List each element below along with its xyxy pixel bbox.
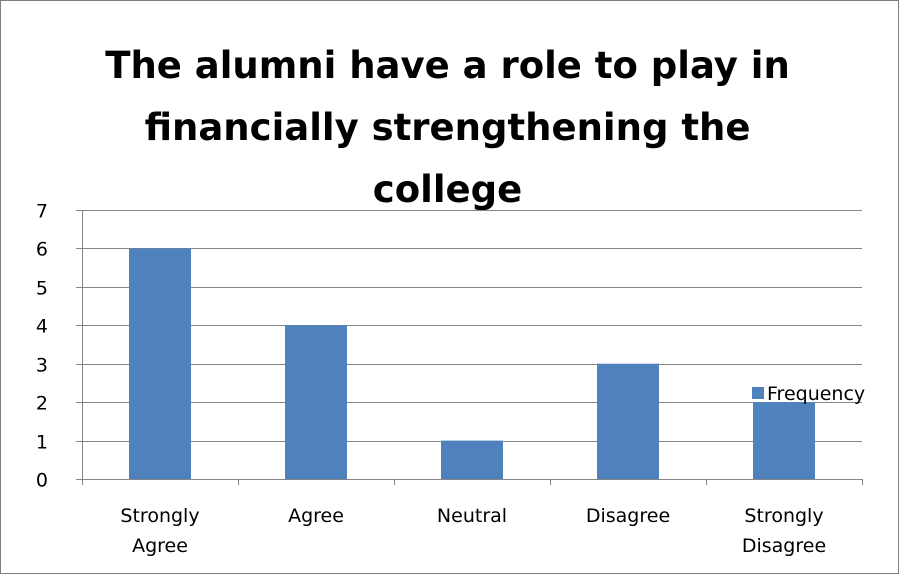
bar bbox=[441, 440, 503, 479]
axes bbox=[76, 210, 863, 485]
y-tick-label: 3 bbox=[36, 355, 48, 377]
y-tick-label: 4 bbox=[36, 316, 48, 338]
bar bbox=[129, 248, 191, 479]
bars bbox=[129, 248, 815, 479]
bar bbox=[753, 402, 815, 479]
chart-title-line-2: financially strengthening the bbox=[144, 106, 751, 149]
legend-label: Frequency bbox=[767, 383, 865, 405]
y-tick-label: 7 bbox=[36, 201, 48, 223]
bar bbox=[285, 325, 347, 479]
tick-labels: 0 1 2 3 4 5 6 7 Strongly Agree Agree Neutral Disagre… bbox=[36, 201, 826, 558]
y-tick-label: 0 bbox=[36, 470, 48, 492]
y-tick-label: 1 bbox=[36, 432, 48, 454]
x-tick-label: Agree bbox=[288, 505, 344, 527]
chart-title-line-1: The alumni have a role to play in bbox=[105, 44, 790, 87]
x-tick-label: Disagree bbox=[586, 505, 670, 527]
x-tick-label: Strongly Agree bbox=[120, 505, 199, 557]
bar bbox=[597, 363, 659, 479]
x-tick-label: Neutral bbox=[437, 505, 507, 527]
y-tick-label: 6 bbox=[36, 239, 48, 261]
x-tick-label: Strongly Disagree bbox=[742, 505, 826, 557]
legend-swatch bbox=[752, 387, 764, 399]
chart-title-line-3: college bbox=[372, 168, 523, 211]
y-tick-label: 2 bbox=[36, 393, 48, 415]
y-tick-label: 5 bbox=[36, 278, 48, 300]
legend: Frequency bbox=[752, 383, 865, 405]
chart-title: The alumni have a role to play in financ… bbox=[0, 35, 895, 221]
gridlines bbox=[82, 210, 862, 442]
